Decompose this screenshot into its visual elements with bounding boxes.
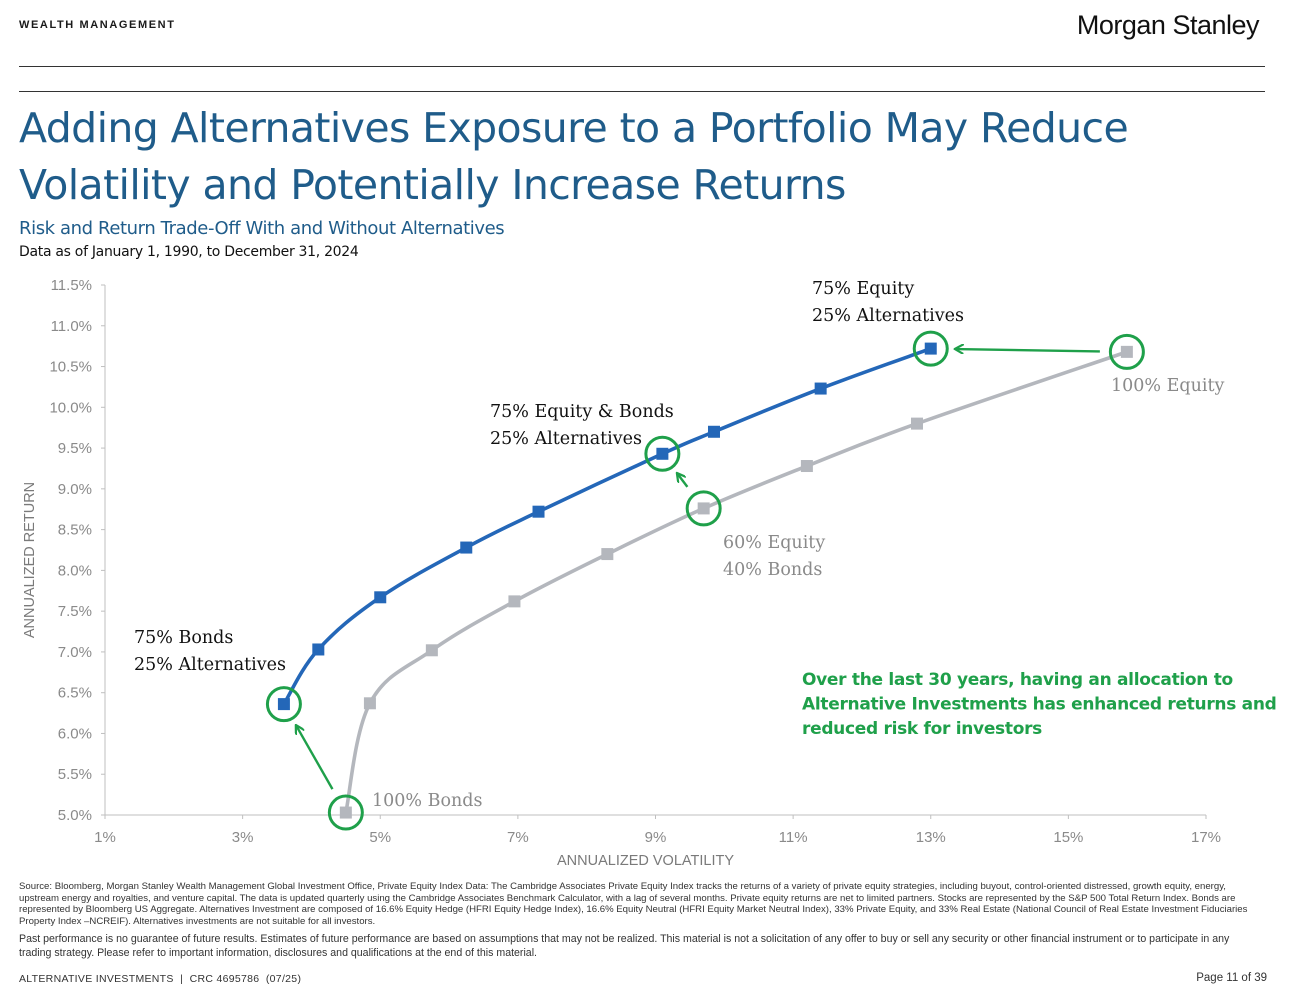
data-point-with-alternatives [707, 425, 720, 438]
risk-return-chart: 5.0% 5.5% 6.0% 6.5% 7.0% 7.5% 8.0% 8.5% 9.0% 9.5%… [22, 277, 1277, 869]
x-tick-label: 9% [645, 829, 667, 846]
morgan-stanley-logo: Morgan Stanley [1076, 10, 1260, 40]
y-tick-label: 5.0% [58, 807, 92, 824]
source-note: Source: Bloomberg, Morgan Stanley Wealth… [19, 881, 1248, 927]
y-axis-title: ANNUALIZED RETURN [22, 482, 38, 638]
footer-left: ALTERNATIVE INVESTMENTS | CRC 4695786 (0… [19, 973, 302, 985]
x-tick-label: 7% [507, 829, 529, 846]
y-tick-label: 7.0% [58, 644, 92, 661]
data-point-without-alternatives [363, 697, 376, 710]
data-point-without-alternatives [425, 644, 438, 657]
ann-60eq-40bd-line-1: 60% Equity [723, 533, 825, 553]
header-divider-top [19, 66, 1265, 67]
y-tick-label: 5.5% [58, 766, 92, 783]
y-tick-label: 10.0% [49, 399, 92, 416]
ann-75bd-25alt-line-1: 75% Bonds [134, 628, 233, 648]
y-tick-label: 8.5% [58, 522, 92, 539]
callout-line-1: Over the last 30 years, having an alloca… [802, 670, 1233, 690]
y-tick-label: 8.0% [58, 562, 92, 579]
disclaimer: Past performance is no guarantee of futu… [19, 933, 1230, 959]
ann-75eq-25alt-line-2: 25% Alternatives [812, 306, 964, 326]
x-tick-label: 17% [1191, 829, 1221, 846]
data-point-with-alternatives [532, 505, 545, 518]
y-tick-label: 7.5% [58, 603, 92, 620]
brand-label: WEALTH MANAGEMENT [19, 19, 176, 31]
highlight-circle [327, 794, 364, 831]
ann-75eqbd-25alt-line-1: 75% Equity & Bonds [490, 402, 674, 422]
highlight-circle [912, 330, 949, 367]
data-point-with-alternatives [312, 643, 325, 656]
ann-75bd-25alt-line-2: 25% Alternatives [134, 655, 286, 675]
x-tick-label: 5% [369, 829, 391, 846]
y-tick-label: 10.5% [49, 359, 92, 376]
data-point-without-alternatives [1120, 345, 1133, 358]
x-tick-label: 15% [1053, 829, 1083, 846]
ann-100bd-line-1: 100% Bonds [372, 791, 482, 811]
chart-subtitle: Risk and Return Trade-Off With and Witho… [19, 218, 505, 239]
y-tick-label: 6.0% [58, 725, 92, 742]
series-line-with-alternatives [282, 346, 933, 706]
y-tick-label: 9.5% [58, 440, 92, 457]
data-point-without-alternatives [508, 595, 521, 608]
page-title: Adding Alternatives Exposure to a Portfo… [19, 104, 1129, 209]
x-axis-title: ANNUALIZED VOLATILITY [557, 853, 734, 869]
highlight-arrow [677, 474, 689, 488]
x-tick-label: 11% [779, 829, 808, 846]
highlight-circle [1108, 333, 1145, 370]
y-tick-label: 11.0% [51, 318, 92, 335]
highlight-arrow [296, 726, 334, 790]
y-tick-label: 11.5% [51, 277, 92, 294]
data-point-with-alternatives [277, 698, 290, 711]
highlight-circle [265, 686, 302, 723]
ann-75eqbd-25alt-line-2: 25% Alternatives [490, 429, 642, 449]
x-tick-label: 13% [916, 829, 946, 846]
data-point-with-alternatives [814, 382, 827, 395]
data-point-without-alternatives [697, 502, 710, 515]
data-point-without-alternatives [601, 548, 614, 561]
data-date-range: Data as of January 1, 1990, to December … [19, 244, 359, 260]
callout-line-2: Alternative Investments has enhanced ret… [802, 695, 1277, 715]
highlight-circle [644, 435, 681, 472]
page-number: Page 11 of 39 [1196, 972, 1267, 984]
data-point-without-alternatives [800, 460, 813, 473]
data-point-with-alternatives [924, 342, 937, 355]
ann-60eq-40bd-line-2: 40% Bonds [723, 560, 822, 580]
highlight-circle [685, 490, 722, 527]
data-point-without-alternatives [339, 806, 352, 819]
callout-line-3: reduced risk for investors [802, 719, 1042, 739]
data-point-with-alternatives [656, 447, 669, 460]
data-point-without-alternatives [910, 417, 923, 430]
y-tick-label: 6.5% [58, 685, 92, 702]
header-divider-bottom [19, 91, 1265, 92]
ann-100eq-line-1: 100% Equity [1111, 376, 1224, 396]
highlight-arrow [956, 349, 1100, 351]
data-point-with-alternatives [374, 591, 387, 604]
x-tick-label: 3% [232, 829, 254, 846]
y-tick-label: 9.0% [58, 481, 92, 498]
x-tick-label: 1% [94, 829, 116, 846]
ann-75eq-25alt-line-1: 75% Equity [812, 279, 914, 299]
data-point-with-alternatives [460, 541, 473, 554]
